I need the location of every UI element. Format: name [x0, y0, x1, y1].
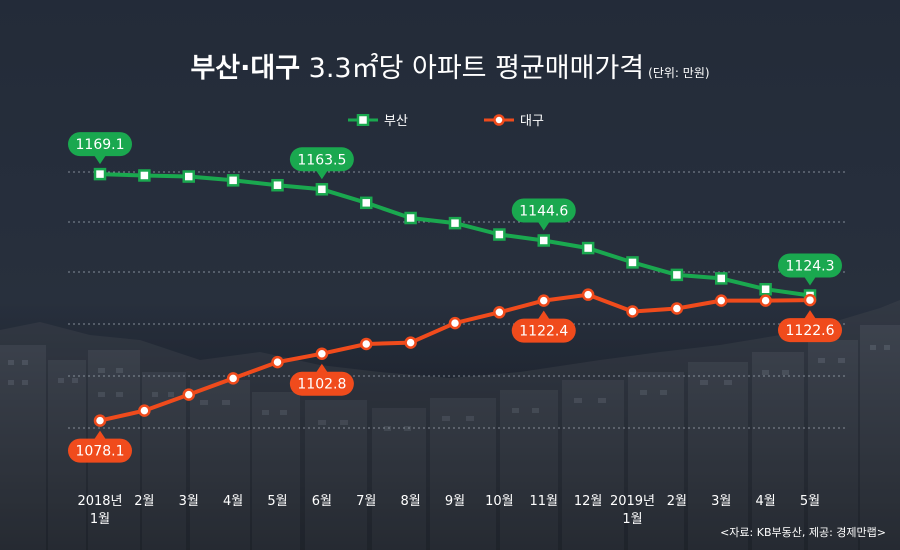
- chart-title-unit: (단위: 만원): [648, 66, 710, 80]
- callout-bubble: [68, 132, 132, 157]
- x-tick-label: 3월: [179, 494, 199, 509]
- callout-bubble: [511, 318, 576, 343]
- x-tick-label: 4월: [223, 494, 243, 509]
- daegu-point: [404, 336, 417, 349]
- busan-point: [93, 167, 107, 181]
- daegu-point: [226, 372, 240, 385]
- callout-pointer: [94, 430, 106, 440]
- x-tick-label: 5월: [267, 494, 287, 509]
- busan-point: [271, 178, 284, 192]
- busan-point: [626, 256, 639, 269]
- data-label-daegu: 1078.1: [76, 444, 125, 460]
- x-tick-label: 5월: [800, 494, 820, 509]
- daegu-point: [670, 302, 684, 315]
- busan-point: [448, 216, 462, 230]
- callout-pointer: [94, 155, 106, 165]
- daegu-point: [537, 294, 550, 307]
- daegu-point: [759, 294, 772, 307]
- legend-label-daegu: 대구: [520, 114, 544, 129]
- x-tick-label: 2019년 1월: [610, 494, 655, 527]
- legend-label-busan: 부산: [384, 114, 408, 129]
- busan-point: [226, 174, 240, 187]
- daegu-point: [803, 293, 817, 307]
- chart-title-bold: 부산·대구: [190, 53, 301, 84]
- callout-pointer: [804, 276, 816, 286]
- source-note: <자료: KB부동산, 제공: 경제만랩>: [720, 526, 886, 539]
- daegu-point: [715, 294, 728, 307]
- data-label-daegu: 1102.8: [297, 377, 346, 393]
- legend-busan-marker-icon: [348, 113, 378, 126]
- daegu-point: [271, 355, 284, 369]
- x-tick-label: 9월: [445, 494, 465, 509]
- data-label-busan: 1124.3: [786, 258, 835, 274]
- x-tick-label: 10월: [485, 494, 514, 509]
- callout-pointer: [315, 170, 328, 180]
- legend-item-busan: 부산: [348, 110, 408, 129]
- callout-pointer: [804, 310, 816, 320]
- x-tick-label: 2월: [667, 494, 687, 509]
- busan-point: [138, 169, 151, 182]
- callout-bubble: [289, 371, 354, 396]
- busan-point: [537, 234, 550, 247]
- daegu-point: [493, 306, 506, 319]
- data-label-busan: 1163.5: [297, 152, 346, 168]
- x-tick-label: 3월: [711, 494, 731, 509]
- daegu-point: [626, 305, 639, 318]
- callout-bubble: [68, 438, 132, 463]
- busan-point: [360, 196, 373, 210]
- x-tick-label: 2018년 1월: [77, 494, 122, 527]
- data-label-busan: 1144.6: [519, 203, 568, 219]
- series-line-busan: [99, 172, 811, 298]
- daegu-point: [93, 414, 107, 427]
- x-tick-label: 8월: [401, 494, 421, 509]
- callout-pointer: [537, 221, 550, 231]
- daegu-point: [448, 316, 462, 330]
- x-tick-label: 12월: [574, 494, 603, 509]
- daegu-point: [360, 337, 373, 351]
- callout-bubble: [511, 198, 576, 223]
- data-label-busan: 1169.1: [76, 137, 125, 153]
- data-label-daegu: 1122.6: [786, 323, 835, 339]
- x-tick-label: 7월: [356, 494, 376, 509]
- daegu-point: [315, 347, 329, 360]
- daegu-point: [138, 404, 151, 417]
- x-tick-label: 6월: [312, 494, 332, 509]
- callout-bubble: [289, 147, 354, 172]
- x-tick-label: 4월: [756, 494, 776, 509]
- busan-point: [315, 183, 329, 196]
- legend-item-daegu: 대구: [484, 110, 544, 129]
- chart-title: 부산·대구 3.3㎡당 아파트 평균매매가격 (단위: 만원): [0, 46, 900, 85]
- callout-bubble: [778, 253, 842, 278]
- legend-daegu-marker-icon: [484, 113, 514, 126]
- legend: 부산 대구: [0, 110, 900, 130]
- busan-point: [404, 211, 417, 225]
- chart-title-rest: 3.3㎡당 아파트 평균매매가격: [300, 53, 645, 84]
- x-tick-label: 2월: [134, 494, 154, 509]
- busan-point: [670, 268, 684, 282]
- busan-point: [715, 272, 728, 285]
- series-line-daegu: [99, 292, 811, 423]
- callout-pointer: [537, 310, 550, 320]
- data-label-daegu: 1122.4: [519, 324, 568, 340]
- daegu-point: [581, 288, 595, 301]
- busan-point: [182, 170, 195, 183]
- x-tick-label: 11월: [529, 494, 558, 509]
- callout-bubble: [778, 318, 842, 343]
- callout-pointer: [315, 363, 328, 373]
- busan-point: [759, 282, 772, 296]
- busan-point: [493, 228, 506, 241]
- busan-point: [581, 241, 595, 255]
- daegu-point: [182, 388, 195, 401]
